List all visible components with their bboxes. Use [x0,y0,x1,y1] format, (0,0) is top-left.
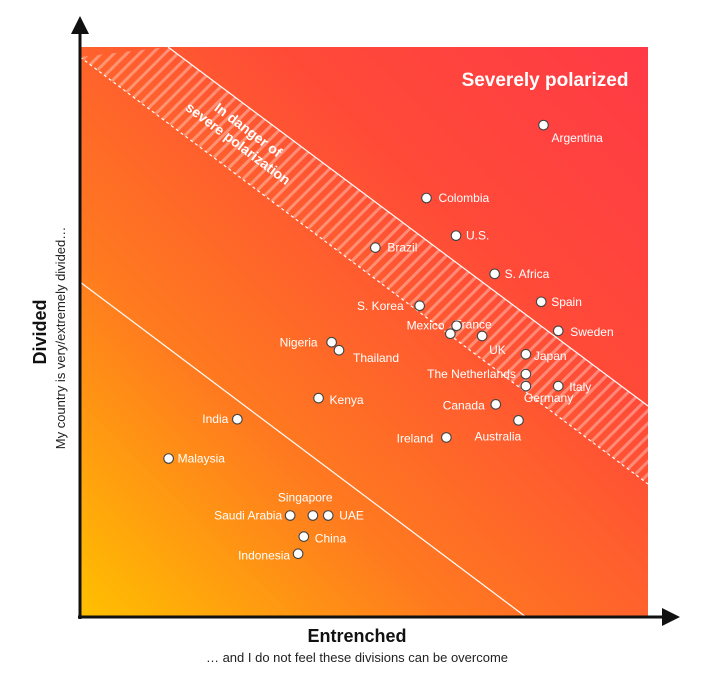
y-axis-sublabel: My country is very/extremely divided… [53,227,68,450]
lower-threshold-line [80,281,527,617]
label-china: China [315,532,347,546]
label-uae: UAE [339,509,364,523]
label-nigeria: Nigeria [280,335,318,349]
label-argentina: Argentina [551,131,603,145]
label-germany: Germany [524,391,573,405]
point-nigeria [326,336,337,348]
point-canada [490,399,502,410]
x-axis-arrow [662,608,680,626]
point-italy [552,380,564,392]
point-china [298,531,310,542]
danger-band [80,47,648,484]
label-mexico: Mexico [407,319,445,333]
region-title: Severely polarized [462,70,629,91]
point-malaysia [163,453,174,464]
band-upper-line [167,47,648,407]
point-mexico [451,320,462,332]
point-japan [520,348,532,360]
point-kenya [313,392,324,404]
label-singapore: Singapore [278,491,333,505]
label-japan: Japan [534,349,567,363]
point-sweden [552,325,564,337]
label-ireland: Ireland [397,431,434,445]
point-s-africa [489,268,500,280]
point-uae [322,510,334,521]
label-the-netherlands: The Netherlands [427,367,516,381]
point-france [444,328,456,340]
points-layer: Argentina Colombia U.S. Brazil S. AfricaSpai… [163,119,614,563]
point-saudi-arabia [284,510,296,521]
point-singapore [307,510,319,521]
x-axis-sublabel: … and I do not feel these divisions can … [206,650,508,665]
point-germany [520,380,532,392]
label-italy: Italy [569,380,591,394]
point-the-netherlands [520,368,532,380]
point-indonesia [292,548,304,560]
point-brazil [370,242,381,253]
label-france: France [454,318,492,332]
y-axis-arrow [71,16,89,34]
label-australia: Australia [474,429,521,443]
label-indonesia: Indonesia [238,549,290,563]
band-lower-line [80,56,648,485]
point-uk [476,330,488,342]
point-ireland [441,432,452,443]
label-canada: Canada [443,398,485,412]
label-kenya: Kenya [330,393,364,407]
label-thailand: Thailand [353,351,399,365]
label-malaysia: Malaysia [178,452,226,466]
point-s-korea [414,300,426,312]
label-colombia: Colombia [438,191,489,205]
label-saudi-arabia: Saudi Arabia [214,509,282,523]
point-u-s [450,230,462,242]
y-axis-label: Divided [30,299,50,364]
label-uk: UK [489,343,506,357]
x-axis-label: Entrenched [307,626,406,646]
point-australia [513,415,524,426]
point-argentina [538,119,549,131]
point-colombia [421,192,432,204]
point-india [231,413,243,425]
point-thailand [333,344,345,356]
label-brazil: Brazil [387,241,417,255]
label-s-korea: S. Korea [357,299,404,313]
label-s-africa: S. Africa [505,267,550,281]
label-spain: Spain [551,295,582,309]
label-india: India [202,412,228,426]
label-u-s: U.S. [466,229,489,243]
label-sweden: Sweden [570,325,613,339]
point-spain [535,296,547,308]
